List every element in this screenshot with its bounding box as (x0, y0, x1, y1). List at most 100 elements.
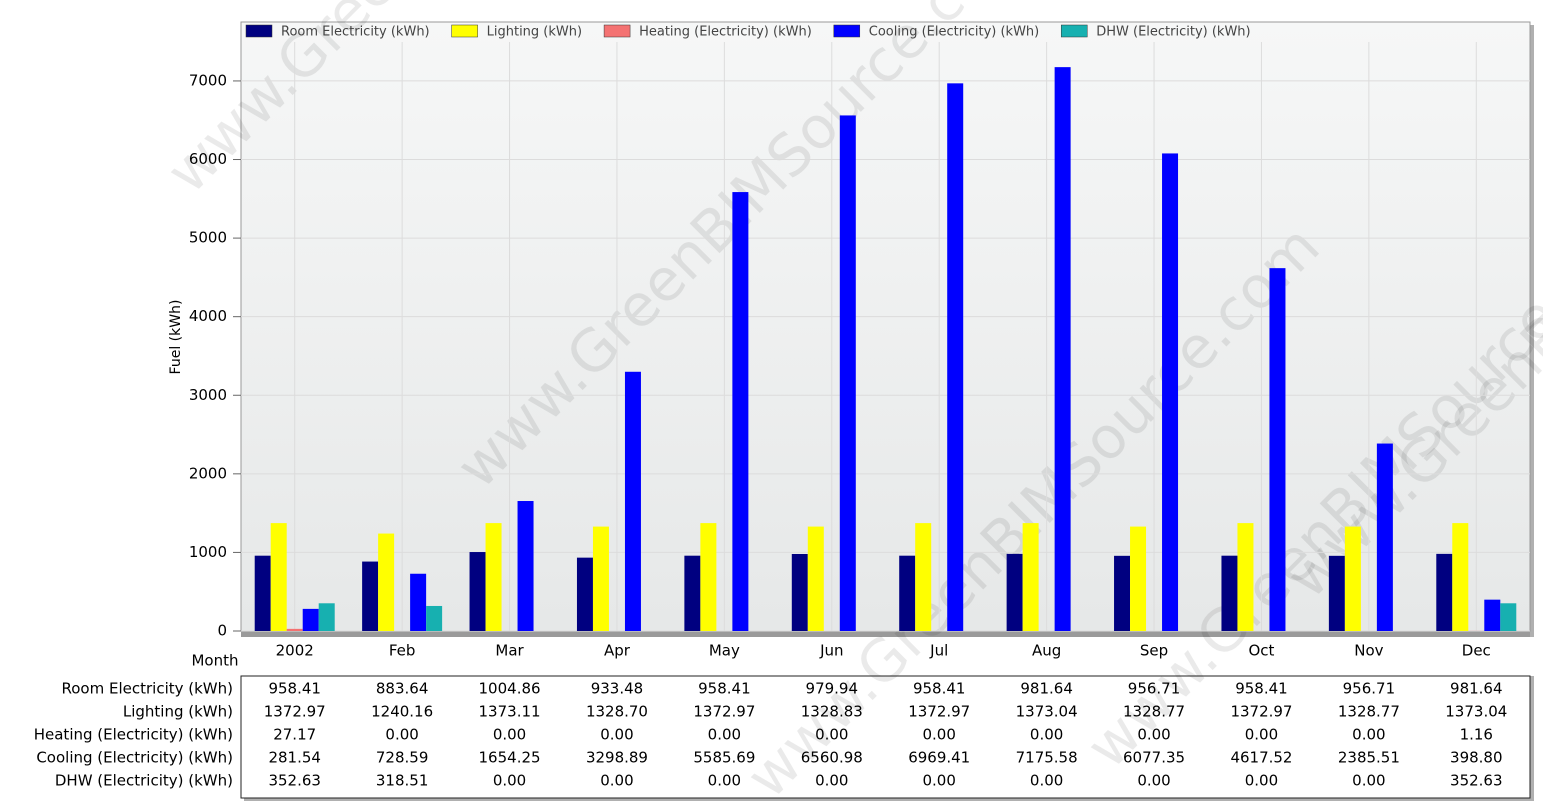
bar (485, 523, 502, 631)
bar (286, 628, 303, 631)
table-cell: 4617.52 (1230, 749, 1292, 767)
table-cell: 0.00 (600, 772, 633, 790)
y-tick-label: 0 (217, 622, 227, 640)
legend-label: DHW (Electricity) (kWh) (1096, 25, 1250, 40)
table-cell: 0.00 (1352, 772, 1385, 790)
bar (1328, 555, 1345, 631)
table-cell: 958.41 (698, 680, 751, 698)
bar (254, 555, 271, 631)
y-axis-label: Fuel (kWh) (168, 300, 184, 375)
bar (1130, 526, 1147, 631)
y-tick-label: 4000 (189, 307, 227, 325)
bar (1022, 523, 1039, 631)
table-cell: 0.00 (1030, 726, 1063, 744)
bar (684, 555, 701, 631)
bar (839, 115, 856, 631)
x-tick-label: May (709, 642, 740, 660)
bar (1484, 599, 1501, 631)
table-cell: 958.41 (1235, 680, 1288, 698)
bar (732, 192, 749, 631)
legend-label: Cooling (Electricity) (kWh) (869, 25, 1039, 40)
table-cell: 956.71 (1128, 680, 1181, 698)
table-cell: 981.64 (1450, 680, 1503, 698)
table-cell: 979.94 (806, 680, 859, 698)
table-cell: 7175.58 (1016, 749, 1078, 767)
table-cell: 1328.77 (1338, 703, 1400, 721)
x-tick-label: Sep (1140, 642, 1168, 660)
table-cell: 1373.04 (1445, 703, 1507, 721)
table-row-label: Room Electricity (kWh) (62, 680, 234, 698)
table-cell: 0.00 (1137, 772, 1170, 790)
bar (270, 523, 287, 631)
table-cell: 1372.97 (693, 703, 755, 721)
table-cell: 1004.86 (479, 680, 541, 698)
table-row-label: Lighting (kWh) (123, 703, 233, 721)
table-cell: 1373.11 (479, 703, 541, 721)
bar (947, 83, 964, 632)
table-cell: 0.00 (923, 726, 956, 744)
bar (302, 608, 319, 631)
y-tick-label: 6000 (189, 150, 227, 168)
table-cell: 0.00 (1245, 772, 1278, 790)
bar (899, 555, 916, 631)
x-tick-label: Feb (389, 642, 416, 660)
table-cell: 933.48 (591, 680, 644, 698)
bar (1269, 268, 1286, 631)
legend-swatch (1060, 24, 1088, 38)
table-cell: 0.00 (1352, 726, 1385, 744)
plot-floor (241, 631, 1530, 637)
y-tick-label: 5000 (189, 229, 227, 247)
table-cell: 0.00 (708, 772, 741, 790)
x-tick-label: 2002 (276, 642, 314, 660)
table-cell: 958.41 (913, 680, 966, 698)
bar (1237, 523, 1254, 631)
table-cell: 956.71 (1343, 680, 1396, 698)
bar (1436, 553, 1453, 631)
table-cell: 6077.35 (1123, 749, 1185, 767)
table-cell: 1.16 (1460, 726, 1493, 744)
legend-label: Heating (Electricity) (kWh) (639, 25, 812, 40)
plot-area (240, 21, 1531, 632)
table-cell: 728.59 (376, 749, 429, 767)
table-cell: 0.00 (385, 726, 418, 744)
x-tick-label: Mar (495, 642, 524, 660)
y-tick-label: 2000 (189, 464, 227, 482)
bar (426, 605, 443, 631)
x-tick-label: Oct (1248, 642, 1274, 660)
bar (1452, 523, 1469, 631)
table-cell: 1373.04 (1016, 703, 1078, 721)
x-axis-label: Month (191, 652, 238, 670)
table-cell: 981.64 (1020, 680, 1073, 698)
table-cell: 1328.83 (801, 703, 863, 721)
table-cell: 1328.77 (1123, 703, 1185, 721)
legend-swatch (603, 24, 631, 38)
bar (700, 523, 717, 631)
bar (807, 526, 824, 631)
table-cell: 0.00 (493, 772, 526, 790)
table-cell: 958.41 (268, 680, 321, 698)
table-cell: 6969.41 (908, 749, 970, 767)
table-cell: 6560.98 (801, 749, 863, 767)
y-tick-label: 7000 (189, 71, 227, 89)
table-cell: 0.00 (1137, 726, 1170, 744)
table-cell: 1654.25 (479, 749, 541, 767)
bar (362, 561, 379, 631)
table-cell: 1372.97 (1230, 703, 1292, 721)
bar (469, 552, 486, 631)
bar (410, 573, 427, 631)
legend-swatch (245, 24, 273, 38)
bar (318, 603, 335, 631)
table-row-label: Heating (Electricity) (kWh) (34, 726, 233, 744)
x-tick-label: Aug (1032, 642, 1061, 660)
table-cell: 398.80 (1450, 749, 1503, 767)
x-tick-label: Jul (929, 642, 948, 660)
bar (791, 553, 808, 631)
x-tick-label: Nov (1354, 642, 1383, 660)
table-cell: 3298.89 (586, 749, 648, 767)
table-row-label: Cooling (Electricity) (kWh) (36, 749, 233, 767)
table-cell: 1372.97 (908, 703, 970, 721)
table-cell: 0.00 (1245, 726, 1278, 744)
table-cell: 352.63 (268, 772, 321, 790)
bar (1221, 555, 1238, 631)
